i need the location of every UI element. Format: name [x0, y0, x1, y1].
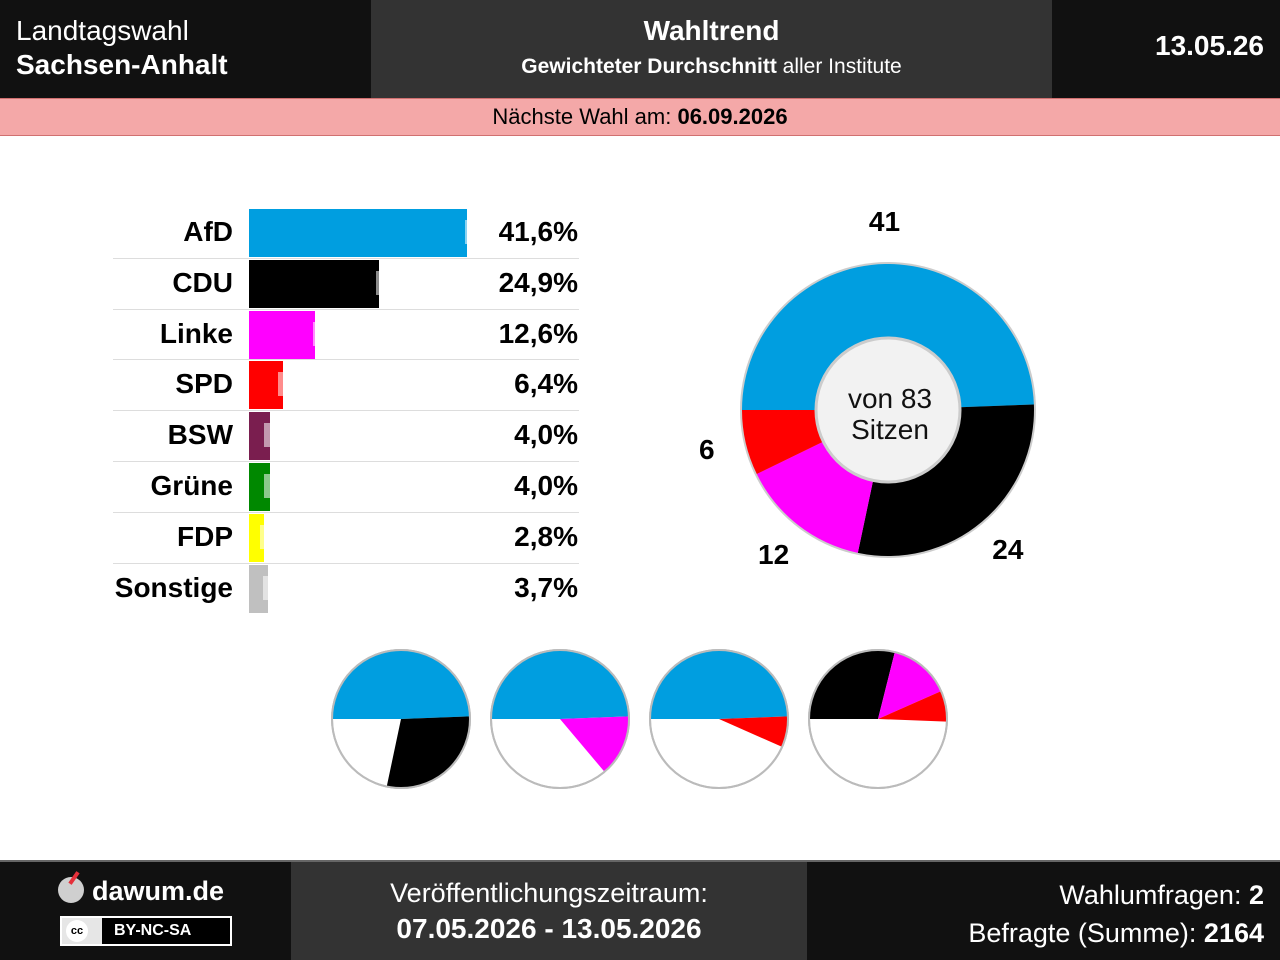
footer-brand-area: dawum.de cc BY-NC-SA	[0, 862, 291, 960]
value-label-spd: 6,4%	[514, 368, 578, 400]
election-region: Sachsen-Anhalt	[16, 49, 228, 80]
row-divider	[113, 461, 579, 462]
polls-count: Wahlumfragen: 2	[968, 876, 1264, 914]
dawum-logo-icon	[58, 877, 84, 903]
coalition-pie-rim	[808, 649, 948, 789]
page-title: Wahltrend	[643, 15, 780, 46]
header-date: 13.05.26	[1155, 30, 1264, 61]
seat-count-linke: 12	[758, 538, 790, 570]
seat-count-afd: 41	[868, 206, 901, 238]
coalition-pie-1	[331, 649, 471, 789]
seat-count-spd: 6	[698, 433, 715, 465]
footer: dawum.de cc BY-NC-SA Veröffentlichungsze…	[0, 860, 1280, 960]
header: Landtagswahl Sachsen-Anhalt Wahltrend Ge…	[0, 0, 1280, 98]
coalition-slice-afd	[650, 649, 788, 719]
party-label-fdp: FDP	[177, 520, 233, 552]
polls-value: 2	[1248, 880, 1264, 910]
previous-marker-fdp	[259, 524, 272, 549]
value-label-sonstige: 3,7%	[514, 571, 578, 603]
seat-slice-cdu	[857, 404, 1034, 556]
coalition-other-slice-cdu	[386, 716, 470, 788]
coalition-pie-4	[808, 649, 948, 789]
donut-center	[814, 336, 962, 484]
brand-link[interactable]: dawum.de	[58, 876, 224, 907]
license-text: BY-NC-SA	[114, 922, 192, 939]
party-label-linke: Linke	[159, 317, 233, 349]
coalition-pie-rim	[649, 649, 789, 789]
row-divider	[113, 562, 579, 564]
previous-marker-afd	[464, 220, 477, 244]
coalition-slice-cdu	[809, 650, 895, 719]
bar-linke	[249, 310, 315, 359]
coalition-other-slice-linke	[560, 716, 629, 772]
coalition-slice-afd	[491, 649, 629, 719]
party-label-bsw: BSW	[167, 419, 233, 451]
brand-name: dawum.de	[92, 876, 225, 906]
seat-slice-spd	[742, 410, 824, 475]
next-election-label: Nächste Wahl am:	[492, 104, 678, 129]
poll-bar-chart: AfD 41,6% CDU 24,9% Linke 12,6% SPD 6,4% BSW 4,0%…	[0, 0, 600, 620]
footer-period: Veröffentlichungszeitraum: 07.05.2026 - …	[291, 862, 807, 960]
previous-marker-bsw	[264, 423, 277, 448]
period-label: Veröffentlichungszeitraum:	[390, 878, 708, 908]
election-title: Landtagswahl Sachsen-Anhalt	[0, 0, 371, 98]
previous-marker-linke	[312, 321, 325, 346]
subtitle-rest: aller Institute	[776, 55, 902, 78]
previous-marker-grne	[264, 474, 277, 498]
party-label-spd: SPD	[175, 368, 233, 400]
coalition-pie-3	[649, 649, 789, 789]
row-divider	[113, 308, 579, 310]
party-label-sonstige: Sonstige	[114, 571, 233, 603]
footer-stats: Wahlumfragen: 2 Befragte (Summe): 2164	[968, 876, 1264, 952]
party-label-cdu: CDU	[172, 266, 233, 298]
value-label-grne: 4,0%	[514, 470, 578, 501]
bar-cdu	[249, 259, 380, 308]
seat-center-line1: von 83	[847, 383, 933, 414]
previous-marker-cdu	[375, 270, 388, 295]
respondents-count: Befragte (Summe): 2164	[968, 914, 1264, 952]
value-label-linke: 12,6%	[498, 317, 578, 349]
previous-marker-sonstige	[263, 575, 276, 600]
previous-marker-spd	[277, 372, 290, 397]
seat-count-cdu: 24	[992, 534, 1024, 566]
party-label-afd: AfD	[183, 216, 233, 247]
coalition-pie-2	[490, 649, 630, 789]
period-value: 07.05.2026 - 13.05.2026	[396, 913, 702, 944]
next-election-bar: Nächste Wahl am: 06.09.2026	[0, 98, 1280, 136]
party-label-grne: Grüne	[150, 470, 233, 501]
row-divider	[113, 257, 579, 259]
seat-center-line2: Sitzen	[851, 414, 929, 445]
respondents-value: 2164	[1203, 918, 1264, 948]
next-election-date: 06.09.2026	[677, 104, 788, 129]
row-divider	[113, 410, 579, 412]
coalition-slice-afd	[332, 649, 470, 719]
seat-donut-chart: von 83 Sitzen 41 24 12 6	[690, 206, 1090, 590]
value-label-cdu: 24,9%	[498, 266, 578, 298]
value-label-fdp: 2,8%	[514, 520, 578, 552]
coalition-slice-spd	[878, 691, 947, 722]
row-divider	[113, 359, 579, 361]
cc-icon: cc	[66, 920, 88, 942]
polls-label: Wahlumfragen:	[1059, 880, 1249, 910]
bar-spd	[249, 361, 283, 410]
election-type: Landtagswahl	[16, 15, 189, 46]
coalition-pie-rim	[331, 649, 471, 789]
header-center: Wahltrend Gewichteter Durchschnitt aller…	[371, 0, 1052, 98]
row-divider	[113, 511, 579, 513]
seat-donut-svg	[740, 262, 1036, 558]
subtitle-bold: Gewichteter Durchschnitt	[521, 55, 777, 78]
respondents-label: Befragte (Summe):	[968, 918, 1204, 948]
license-badge[interactable]: cc BY-NC-SA	[60, 916, 232, 946]
coalition-other-slice-spd	[719, 716, 788, 747]
seat-center-label: von 83 Sitzen	[805, 383, 975, 445]
value-label-bsw: 4,0%	[514, 419, 578, 451]
coalition-pie-rim	[490, 649, 630, 789]
seat-slice-linke	[756, 441, 874, 553]
bar-afd	[249, 209, 467, 257]
value-label-afd: 41,6%	[498, 216, 578, 247]
page-subtitle: Gewichteter Durchschnitt aller Institute	[371, 54, 1052, 80]
